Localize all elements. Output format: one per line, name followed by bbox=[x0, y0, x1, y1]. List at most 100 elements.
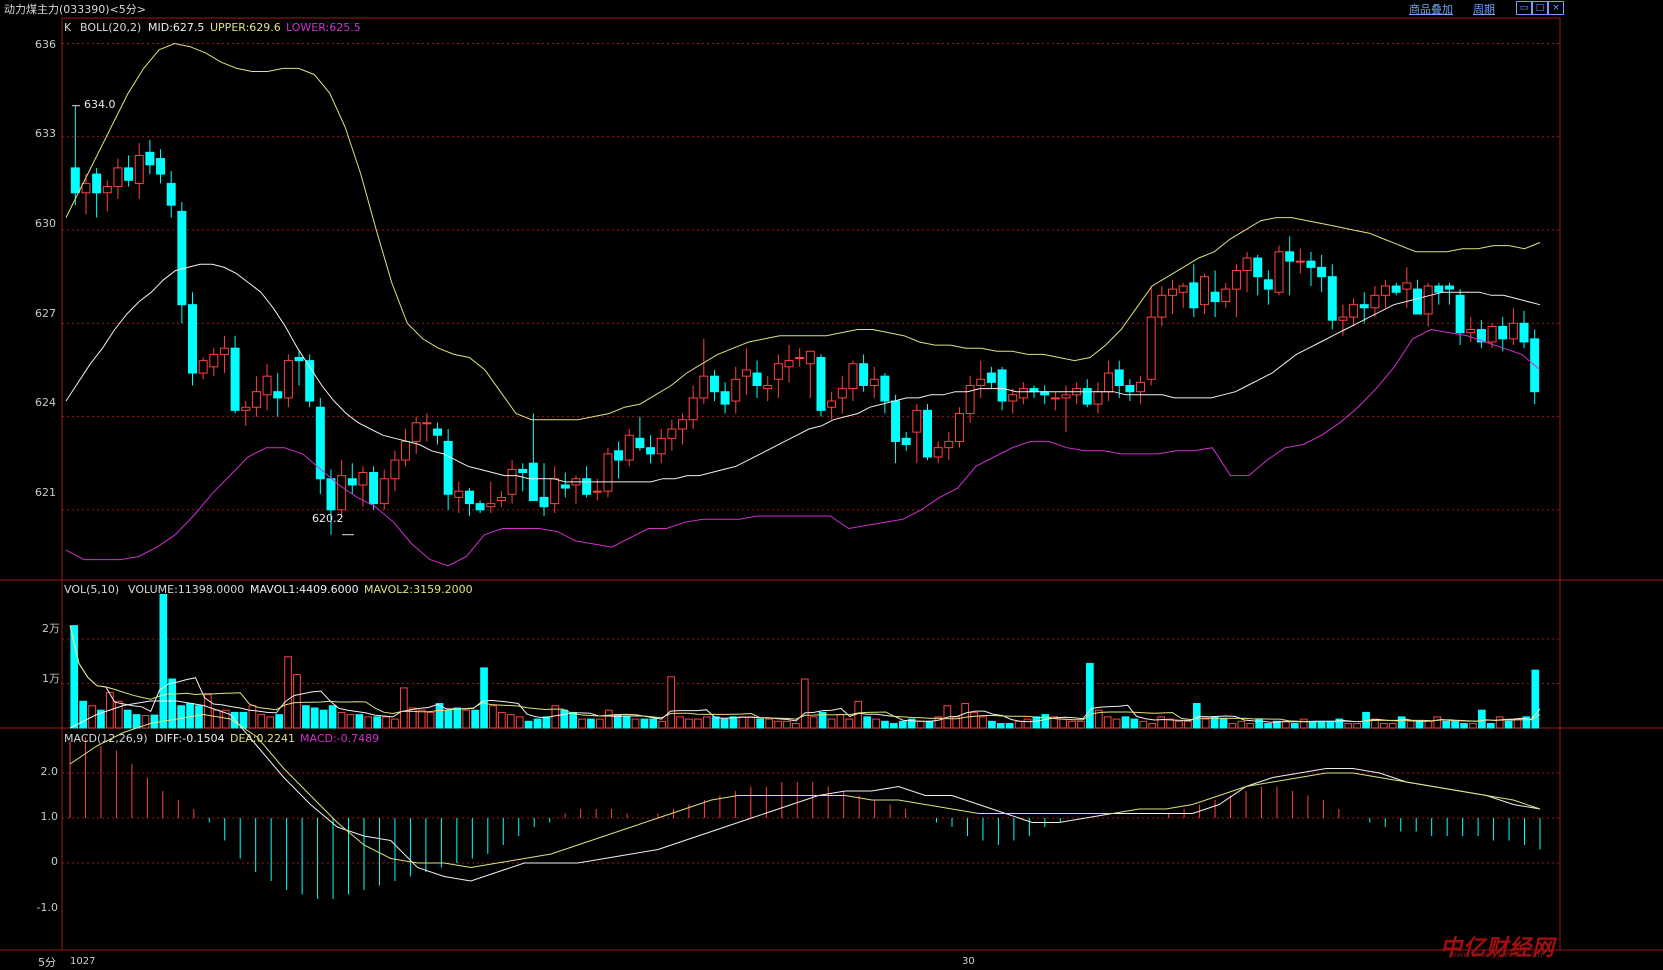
volume-bar bbox=[774, 720, 782, 729]
candle-body bbox=[475, 503, 485, 511]
volume-bar bbox=[114, 700, 123, 729]
volume-bar bbox=[524, 720, 533, 729]
volume-bar bbox=[907, 718, 916, 729]
candle-body bbox=[145, 151, 155, 166]
volume-bar bbox=[711, 716, 720, 729]
candle-body bbox=[1189, 282, 1199, 309]
volume-bar bbox=[1282, 720, 1290, 729]
volume-bar bbox=[1486, 723, 1495, 729]
volume-bar bbox=[1273, 720, 1281, 729]
volume-bar bbox=[836, 714, 845, 729]
candle-body bbox=[667, 428, 677, 439]
candle-body bbox=[880, 375, 890, 402]
candle-body bbox=[496, 496, 506, 502]
restore-icon[interactable]: ▭ bbox=[1516, 1, 1532, 15]
volume-bar bbox=[506, 714, 515, 729]
volume-bar bbox=[462, 709, 471, 729]
candle-body bbox=[1295, 260, 1305, 263]
volume-bar bbox=[649, 718, 658, 729]
volume-bar bbox=[1068, 720, 1076, 729]
volume-bar bbox=[391, 718, 399, 729]
volume-bar bbox=[1059, 718, 1067, 729]
candle-body bbox=[1306, 260, 1316, 268]
candle-body bbox=[805, 350, 815, 365]
candle-body bbox=[1018, 388, 1028, 399]
volume-bar bbox=[141, 715, 150, 729]
volume-bar bbox=[1460, 723, 1468, 729]
candle-body bbox=[773, 363, 783, 380]
volume-bar bbox=[471, 709, 479, 729]
candle-body bbox=[454, 490, 464, 498]
volume-bar bbox=[818, 711, 827, 729]
volume-bar bbox=[186, 703, 194, 729]
volume-bar bbox=[1495, 716, 1504, 729]
volume-bar bbox=[792, 723, 800, 729]
price-tick: 624 bbox=[35, 396, 56, 409]
volume-bar bbox=[382, 716, 390, 729]
candle-body bbox=[528, 462, 538, 502]
kline-label: K bbox=[64, 21, 72, 34]
volume-bar bbox=[1415, 720, 1424, 729]
candle-body bbox=[241, 406, 251, 411]
volume-bar bbox=[1290, 723, 1299, 729]
close-icon[interactable]: × bbox=[1548, 1, 1564, 15]
volume-bar bbox=[1157, 716, 1165, 729]
maximize-icon[interactable]: □ bbox=[1532, 1, 1548, 15]
candle-body bbox=[230, 347, 240, 411]
candle-body bbox=[1519, 322, 1529, 343]
candle-body bbox=[113, 167, 123, 188]
volume-bar bbox=[275, 714, 283, 729]
volume-bar bbox=[720, 718, 729, 729]
macd-tick: 0 bbox=[51, 855, 58, 868]
low-price-label: 620.2 bbox=[312, 512, 344, 525]
volume-bar bbox=[132, 714, 141, 729]
volume-bar bbox=[1184, 720, 1192, 729]
volume-bar bbox=[168, 678, 177, 729]
candle-body bbox=[1317, 266, 1327, 278]
candle-body bbox=[752, 372, 762, 386]
dea-line bbox=[69, 713, 1541, 869]
candle-body bbox=[1104, 372, 1114, 393]
candle-body bbox=[1359, 304, 1369, 309]
volume-bar bbox=[212, 709, 221, 729]
vol-tick: 2万 bbox=[42, 622, 60, 635]
volume-bar bbox=[1192, 703, 1201, 729]
volume-bar bbox=[640, 718, 649, 729]
candle-body bbox=[156, 158, 166, 175]
volume-bar bbox=[898, 720, 907, 729]
volume-bar bbox=[489, 705, 497, 729]
volume-bar bbox=[738, 716, 747, 729]
volume-bar bbox=[1433, 716, 1442, 729]
candle-body bbox=[1455, 294, 1465, 334]
candle-body bbox=[251, 391, 261, 408]
volume-bar bbox=[195, 705, 203, 729]
x-tick: 30 bbox=[962, 956, 975, 967]
candle-body bbox=[1136, 381, 1146, 393]
overlay-button[interactable]: 商品叠加 bbox=[1409, 3, 1453, 16]
candle-body bbox=[1338, 316, 1348, 321]
volume-bar bbox=[756, 718, 765, 729]
volume-bar bbox=[1148, 723, 1157, 729]
volume-bar bbox=[694, 718, 702, 729]
candle-body bbox=[326, 478, 336, 511]
volume-bar bbox=[890, 723, 898, 729]
high-price-label: 634.0 bbox=[84, 98, 116, 111]
boll-upper-line bbox=[65, 42, 1541, 421]
volume-bar bbox=[293, 674, 301, 729]
macd-dea: DEA:0.2241 bbox=[230, 732, 295, 745]
volume-bar bbox=[1166, 718, 1174, 729]
price-tick: 636 bbox=[35, 38, 56, 51]
period-button[interactable]: 周期 bbox=[1473, 3, 1495, 16]
period-label[interactable]: 5分 bbox=[38, 956, 56, 969]
candle-body bbox=[901, 437, 911, 446]
candle-body bbox=[1466, 329, 1476, 334]
volume-bar bbox=[1442, 720, 1451, 729]
volume-bar bbox=[328, 705, 337, 729]
price-tick: 621 bbox=[35, 486, 56, 499]
boll-lower-line bbox=[65, 328, 1541, 567]
candle-body bbox=[102, 186, 112, 194]
volume-bar bbox=[702, 716, 711, 729]
volume-bar bbox=[515, 716, 524, 729]
volume-bar bbox=[1175, 720, 1183, 729]
